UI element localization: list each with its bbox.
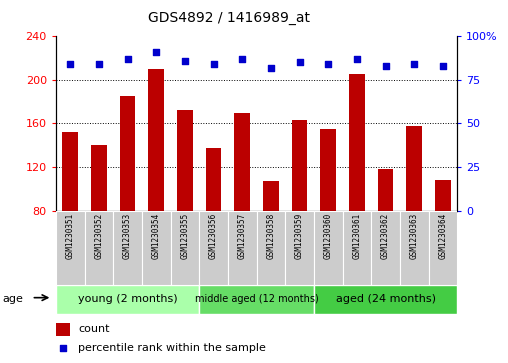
Bar [342, 211, 371, 285]
Bar [142, 211, 171, 285]
Bar [257, 211, 285, 285]
Text: GSM1230357: GSM1230357 [238, 213, 247, 259]
Point [410, 61, 418, 67]
Bar [84, 211, 113, 285]
Text: GSM1230358: GSM1230358 [266, 213, 275, 259]
Text: GSM1230360: GSM1230360 [324, 213, 333, 259]
Bar [349, 74, 365, 211]
Text: GSM1230361: GSM1230361 [353, 213, 361, 259]
Bar [120, 96, 136, 211]
Point [66, 61, 74, 67]
Bar [199, 211, 228, 285]
Bar [435, 180, 451, 211]
Bar [56, 323, 70, 336]
Point [353, 56, 361, 62]
Bar [285, 211, 314, 285]
Text: aged (24 months): aged (24 months) [336, 294, 435, 305]
Point [209, 61, 217, 67]
Point [95, 61, 103, 67]
Bar [56, 285, 199, 314]
Bar [263, 181, 279, 211]
Bar [148, 69, 164, 211]
Text: GSM1230356: GSM1230356 [209, 213, 218, 259]
Text: GSM1230363: GSM1230363 [409, 213, 419, 259]
Point [152, 49, 160, 55]
Point [324, 61, 332, 67]
Bar [406, 126, 422, 211]
Text: GSM1230364: GSM1230364 [438, 213, 448, 259]
Bar [228, 211, 257, 285]
Bar [91, 145, 107, 211]
Bar [371, 211, 400, 285]
Point [382, 63, 390, 69]
Bar [206, 148, 221, 211]
Bar [314, 211, 342, 285]
Bar [177, 110, 193, 211]
Text: GSM1230352: GSM1230352 [94, 213, 104, 259]
Text: GDS4892 / 1416989_at: GDS4892 / 1416989_at [148, 11, 309, 25]
Point [59, 345, 67, 351]
Bar [400, 211, 429, 285]
Bar [234, 113, 250, 211]
Bar [62, 132, 78, 211]
Text: GSM1230355: GSM1230355 [180, 213, 189, 259]
Bar [199, 285, 314, 314]
Bar [171, 211, 199, 285]
Bar [314, 285, 457, 314]
Point [439, 63, 447, 69]
Bar [429, 211, 457, 285]
Bar [321, 129, 336, 211]
Text: GSM1230351: GSM1230351 [66, 213, 75, 259]
Text: percentile rank within the sample: percentile rank within the sample [78, 343, 266, 352]
Text: GSM1230353: GSM1230353 [123, 213, 132, 259]
Bar [113, 211, 142, 285]
Point [181, 58, 189, 64]
Text: GSM1230359: GSM1230359 [295, 213, 304, 259]
Text: GSM1230362: GSM1230362 [381, 213, 390, 259]
Bar [56, 211, 84, 285]
Point [296, 60, 304, 65]
Text: GSM1230354: GSM1230354 [152, 213, 161, 259]
Point [267, 65, 275, 70]
Bar [292, 120, 307, 211]
Text: young (2 months): young (2 months) [78, 294, 177, 305]
Bar [377, 169, 393, 211]
Text: age: age [3, 294, 23, 305]
Point [238, 56, 246, 62]
Point [123, 56, 132, 62]
Text: middle aged (12 months): middle aged (12 months) [195, 294, 319, 305]
Text: count: count [78, 325, 109, 334]
